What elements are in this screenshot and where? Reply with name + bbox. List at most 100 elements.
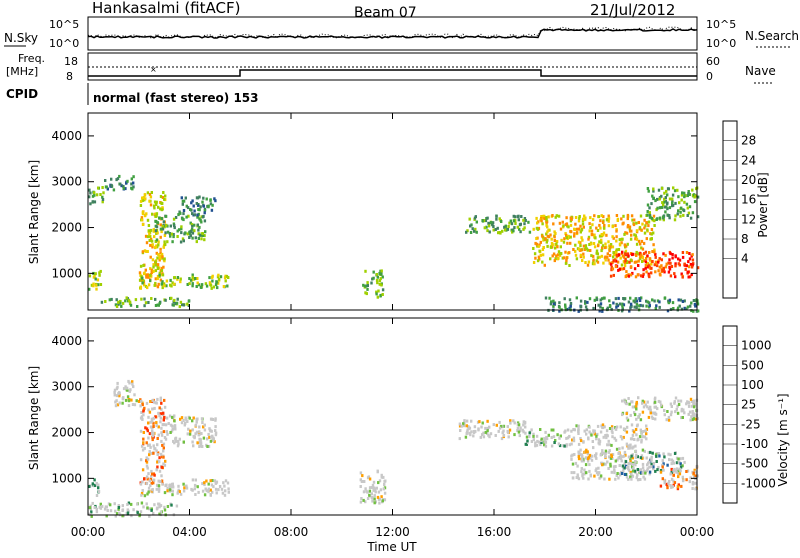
scatter-cell	[143, 214, 147, 218]
scatter-cell	[375, 292, 378, 296]
scatter-cell	[642, 400, 646, 404]
scatter-cell	[148, 514, 151, 518]
scatter-cell	[188, 236, 191, 239]
scatter-cell	[113, 393, 116, 397]
scatter-cell	[543, 217, 546, 221]
scatter-cell	[575, 257, 579, 261]
scatter-cell	[685, 402, 688, 406]
scatter-cell	[154, 240, 157, 243]
scatter-cell	[592, 260, 595, 264]
scatter-cell	[566, 428, 570, 432]
scatter-cell	[624, 257, 627, 261]
scatter-cell	[186, 206, 190, 210]
scatter-cell	[163, 240, 166, 244]
scatter-cell	[615, 235, 618, 239]
scatter-cell	[547, 215, 550, 219]
scatter-cell	[693, 412, 696, 416]
scatter-cell	[567, 225, 570, 229]
scatter-cell	[161, 443, 164, 447]
scatter-cell	[598, 471, 601, 475]
scatter-cell	[140, 399, 143, 403]
scatter-cell	[632, 299, 635, 303]
x-tick-label: 00:00	[71, 525, 106, 539]
scatter-cell	[558, 436, 561, 440]
scatter-cell	[672, 307, 675, 310]
scatter-cell	[359, 485, 362, 488]
scatter-cell	[158, 414, 161, 418]
scatter-cell	[586, 263, 590, 267]
scatter-cell	[209, 417, 213, 421]
scatter-cell	[592, 429, 595, 433]
scatter-cell	[627, 467, 630, 471]
scatter-cell	[581, 474, 584, 478]
scatter-cell	[150, 431, 154, 435]
scatter-cell	[159, 420, 162, 424]
scatter-cell	[629, 462, 632, 465]
scatter-cell	[142, 196, 146, 199]
scatter-cell	[150, 191, 153, 194]
scatter-cell	[639, 214, 643, 218]
velocity-colorbar-label: Velocity [m s⁻¹]	[776, 393, 790, 486]
scatter-cell	[140, 493, 143, 497]
scatter-cell	[665, 205, 668, 209]
scatter-cell	[501, 431, 504, 435]
scatter-cell	[162, 446, 165, 450]
scatter-cell	[581, 457, 584, 461]
scatter-cell	[688, 257, 692, 261]
scatter-cell	[602, 451, 605, 455]
scatter-cell	[666, 309, 670, 313]
noise-search-trace	[87, 26, 698, 39]
scatter-cell	[658, 206, 662, 210]
scatter-cell	[605, 436, 608, 440]
scatter-cell	[191, 224, 194, 228]
scatter-cell	[652, 243, 655, 247]
scatter-cell	[607, 224, 611, 228]
scatter-cell	[201, 482, 204, 486]
scatter-cell	[496, 226, 499, 230]
scatter-cell	[101, 186, 104, 189]
scatter-cell	[648, 472, 651, 476]
scatter-cell	[642, 475, 645, 479]
scatter-cell	[600, 214, 603, 218]
scatter-cell	[155, 220, 158, 223]
scatter-cell	[180, 231, 183, 235]
scatter-cell	[685, 264, 688, 268]
scatter-cell	[206, 445, 209, 448]
scatter-cell	[146, 477, 149, 481]
scatter-cell	[380, 475, 383, 479]
scatter-cell	[687, 401, 690, 404]
scatter-cell	[631, 469, 635, 473]
scatter-cell	[570, 230, 573, 234]
scatter-cell	[668, 480, 671, 483]
scatter-cell	[564, 250, 567, 254]
scatter-cell	[632, 430, 636, 434]
scatter-cell	[528, 431, 531, 435]
scatter-cell	[620, 459, 623, 463]
scatter-cell	[627, 477, 630, 481]
scatter-cell	[656, 299, 660, 303]
scatter-cell	[624, 249, 628, 253]
scatter-cell	[683, 306, 686, 310]
colorbar-frame	[722, 325, 738, 504]
scatter-cell	[637, 239, 641, 243]
scatter-cell	[197, 228, 200, 232]
scatter-cell	[651, 451, 654, 455]
colorbar-tick-label: 100	[741, 378, 764, 392]
scatter-cell	[594, 455, 597, 459]
scatter-cell	[595, 434, 598, 438]
scatter-cell	[673, 218, 677, 222]
scatter-cell	[571, 476, 575, 480]
scatter-cell	[202, 196, 205, 200]
scatter-cell	[681, 456, 685, 460]
scatter-cell	[611, 435, 614, 439]
scatter-cell	[147, 415, 150, 419]
scatter-cell	[613, 259, 616, 263]
scatter-cell	[577, 219, 581, 223]
scatter-cell	[88, 506, 92, 510]
scatter-cell	[133, 393, 136, 397]
scatter-cell	[197, 232, 200, 236]
scatter-cell	[615, 305, 618, 309]
scatter-cell	[191, 488, 194, 492]
scatter-cell	[523, 217, 527, 220]
scatter-cell	[486, 419, 489, 423]
